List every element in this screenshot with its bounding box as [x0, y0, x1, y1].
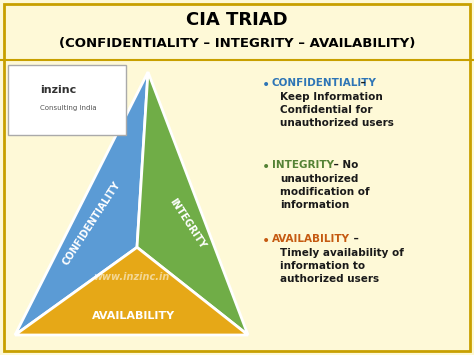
Text: •: •: [262, 78, 270, 92]
Text: •: •: [262, 234, 270, 248]
Polygon shape: [137, 72, 248, 335]
Text: www.inzinc.in: www.inzinc.in: [93, 272, 170, 282]
Polygon shape: [15, 247, 248, 335]
Text: – No: – No: [330, 160, 358, 170]
Text: inzinc: inzinc: [40, 85, 76, 95]
Text: Keep Information
Confidential for
unauthorized users: Keep Information Confidential for unauth…: [280, 92, 394, 129]
Text: •: •: [262, 160, 270, 174]
Text: CONFIDENTIALITY: CONFIDENTIALITY: [272, 78, 377, 88]
Text: AVAILABILITY: AVAILABILITY: [272, 234, 350, 244]
Text: INTEGRITY: INTEGRITY: [168, 196, 208, 250]
Text: AVAILABILITY: AVAILABILITY: [92, 311, 175, 321]
FancyBboxPatch shape: [8, 65, 126, 135]
Text: INTEGRITY: INTEGRITY: [272, 160, 334, 170]
Text: CIA TRIAD: CIA TRIAD: [186, 11, 288, 29]
Polygon shape: [15, 72, 148, 335]
Text: Consulting India: Consulting India: [40, 105, 97, 111]
Text: unauthorized
modification of
information: unauthorized modification of information: [280, 174, 370, 211]
Text: –: –: [350, 234, 359, 244]
Text: –: –: [357, 78, 366, 88]
Text: CONFIDENTIALITY: CONFIDENTIALITY: [61, 179, 123, 267]
Text: (CONFIDENTIALITY – INTEGRITY – AVAILABILITY): (CONFIDENTIALITY – INTEGRITY – AVAILABIL…: [59, 38, 415, 50]
Text: Timely availability of
information to
authorized users: Timely availability of information to au…: [280, 248, 404, 284]
